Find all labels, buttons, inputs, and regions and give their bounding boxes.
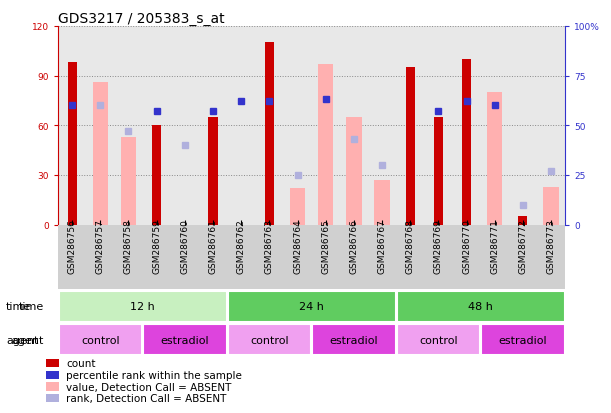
Bar — [543, 187, 559, 225]
Bar — [46, 359, 59, 368]
Bar — [59, 291, 227, 322]
Text: percentile rank within the sample: percentile rank within the sample — [66, 370, 242, 380]
Text: control: control — [81, 335, 120, 345]
Bar — [59, 324, 142, 355]
Bar — [318, 65, 334, 225]
Bar — [312, 324, 395, 355]
Text: agent: agent — [12, 335, 44, 345]
Bar — [434, 118, 443, 225]
Text: value, Detection Call = ABSENT: value, Detection Call = ABSENT — [66, 382, 232, 392]
Bar — [375, 180, 390, 225]
Bar — [406, 68, 415, 225]
Text: rank, Detection Call = ABSENT: rank, Detection Call = ABSENT — [66, 393, 226, 403]
Bar — [397, 324, 480, 355]
Text: control: control — [419, 335, 458, 345]
Text: 24 h: 24 h — [299, 301, 324, 312]
Text: estradiol: estradiol — [161, 335, 209, 345]
Text: time: time — [19, 301, 44, 312]
Bar — [265, 43, 274, 225]
Text: time: time — [6, 301, 31, 312]
Bar — [68, 63, 76, 225]
Bar — [481, 324, 565, 355]
Bar — [397, 291, 565, 322]
Bar — [92, 83, 108, 225]
Text: agent: agent — [6, 335, 38, 345]
Bar — [46, 371, 59, 379]
Bar — [46, 394, 59, 402]
Bar — [152, 126, 161, 225]
Bar — [346, 118, 362, 225]
Bar — [46, 382, 59, 391]
Text: count: count — [66, 358, 95, 368]
Bar — [228, 291, 395, 322]
Bar — [462, 60, 471, 225]
Bar — [121, 138, 136, 225]
Text: estradiol: estradiol — [329, 335, 378, 345]
Bar — [487, 93, 502, 225]
Text: 12 h: 12 h — [130, 301, 155, 312]
Text: GDS3217 / 205383_s_at: GDS3217 / 205383_s_at — [58, 12, 225, 26]
Bar — [518, 217, 527, 225]
Text: 48 h: 48 h — [468, 301, 493, 312]
Bar — [290, 189, 306, 225]
Bar — [228, 324, 311, 355]
Bar — [143, 324, 227, 355]
Bar — [208, 118, 218, 225]
Text: control: control — [250, 335, 288, 345]
Text: estradiol: estradiol — [499, 335, 547, 345]
